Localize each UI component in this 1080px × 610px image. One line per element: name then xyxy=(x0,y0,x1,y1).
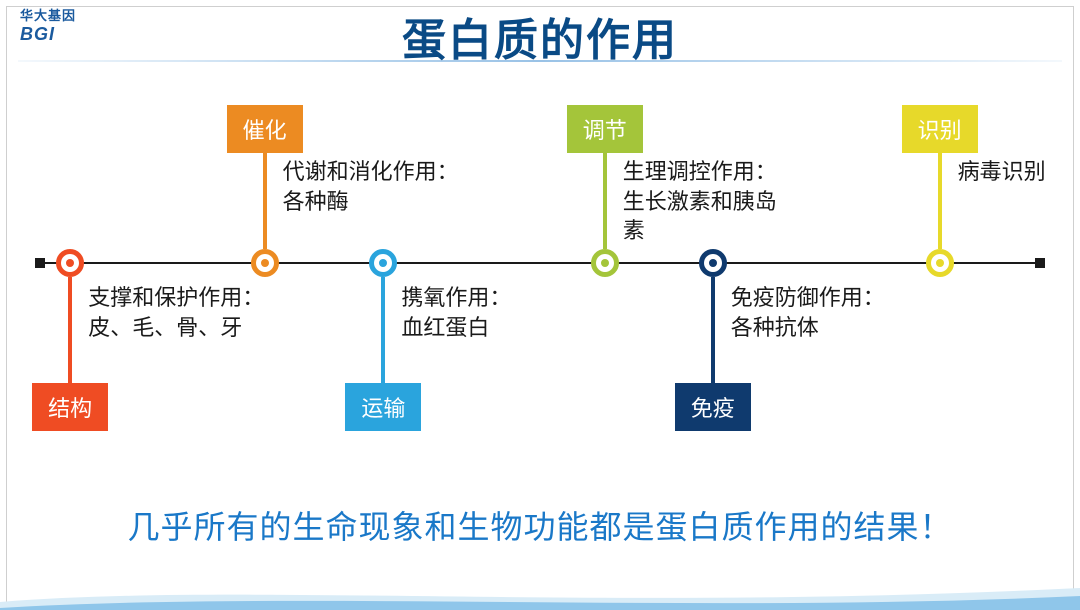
node-desc-transport: 携氧作用：血红蛋白 xyxy=(401,283,511,342)
footer-swoosh xyxy=(0,580,1080,610)
node-recognition: 识别病毒识别 xyxy=(926,249,954,277)
node-tag-structure: 结构 xyxy=(32,383,108,431)
node-stem-immunity xyxy=(711,277,715,387)
node-ring-structure xyxy=(56,249,84,277)
node-ring-transport xyxy=(369,249,397,277)
footer-statement: 几乎所有的生命现象和生物功能都是蛋白质作用的结果！ xyxy=(0,502,1080,548)
node-ring-catalysis xyxy=(251,249,279,277)
node-dot-immunity xyxy=(709,259,717,267)
node-stem-recognition xyxy=(938,149,942,249)
node-desc-structure: 支撑和保护作用：皮、毛、骨、牙 xyxy=(88,283,264,342)
title-underline xyxy=(18,60,1062,62)
node-tag-immunity: 免疫 xyxy=(675,383,751,431)
node-immunity: 免疫免疫防御作用：各种抗体 xyxy=(699,249,727,277)
node-stem-regulation xyxy=(603,149,607,249)
node-structure: 结构支撑和保护作用：皮、毛、骨、牙 xyxy=(56,249,84,277)
node-tag-recognition: 识别 xyxy=(902,105,978,153)
page-title: 蛋白质的作用 xyxy=(0,4,1080,68)
node-desc-immunity: 免疫防御作用：各种抗体 xyxy=(731,283,885,342)
node-ring-regulation xyxy=(591,249,619,277)
node-tag-transport: 运输 xyxy=(345,383,421,431)
node-dot-regulation xyxy=(601,259,609,267)
node-desc-recognition: 病毒识别 xyxy=(958,157,1046,187)
node-dot-catalysis xyxy=(261,259,269,267)
node-desc-regulation: 生理调控作用：生长激素和胰岛素 xyxy=(623,157,777,246)
node-transport: 运输携氧作用：血红蛋白 xyxy=(369,249,397,277)
node-dot-structure xyxy=(66,259,74,267)
node-regulation: 调节生理调控作用：生长激素和胰岛素 xyxy=(591,249,619,277)
node-desc-catalysis: 代谢和消化作用：各种酶 xyxy=(283,157,459,216)
node-dot-recognition xyxy=(936,259,944,267)
node-tag-regulation: 调节 xyxy=(567,105,643,153)
node-stem-transport xyxy=(381,277,385,387)
timeline-axis xyxy=(40,262,1040,264)
node-dot-transport xyxy=(379,259,387,267)
node-tag-catalysis: 催化 xyxy=(227,105,303,153)
node-ring-recognition xyxy=(926,249,954,277)
node-ring-immunity xyxy=(699,249,727,277)
node-catalysis: 催化代谢和消化作用：各种酶 xyxy=(251,249,279,277)
node-stem-catalysis xyxy=(263,149,267,249)
node-stem-structure xyxy=(68,277,72,387)
